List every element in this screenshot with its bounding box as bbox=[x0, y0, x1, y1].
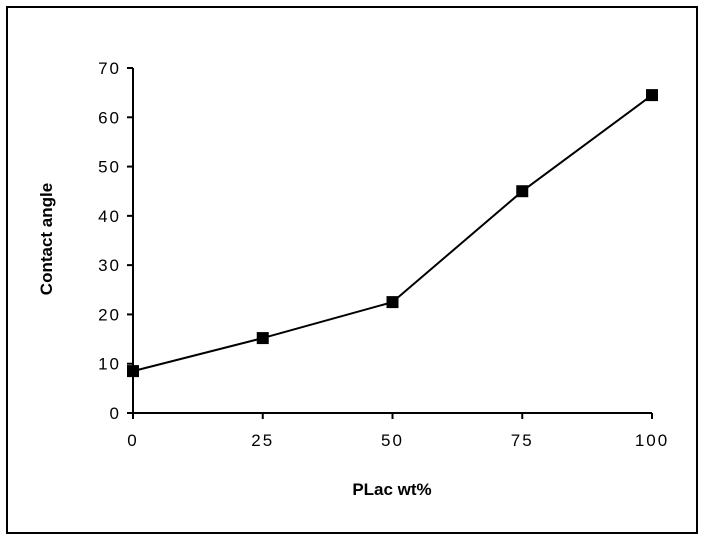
x-tick-label: 75 bbox=[511, 431, 534, 450]
axes bbox=[132, 68, 652, 414]
data-point-marker bbox=[386, 296, 399, 309]
x-tick-label: 25 bbox=[251, 431, 274, 450]
y-tick-label: 20 bbox=[98, 305, 121, 324]
data-point-marker bbox=[256, 332, 269, 345]
series bbox=[127, 89, 658, 378]
y-tick-label: 50 bbox=[98, 158, 121, 177]
y-tick-label: 60 bbox=[98, 108, 121, 127]
data-point-marker bbox=[646, 89, 658, 102]
data-point-marker bbox=[127, 365, 139, 378]
x-tick-label: 50 bbox=[381, 431, 404, 450]
ticks: 0 10 20 30 40 50 60 70 0 25 50 75 100 bbox=[98, 59, 669, 450]
y-tick-label: 0 bbox=[110, 404, 121, 423]
y-tick-label: 70 bbox=[98, 59, 121, 78]
series-line bbox=[132, 94, 653, 373]
x-tick-label: 0 bbox=[127, 431, 138, 450]
y-tick-label: 40 bbox=[98, 207, 121, 226]
data-point-marker bbox=[516, 185, 529, 198]
x-tick-label: 100 bbox=[635, 431, 669, 450]
y-tick-label: 10 bbox=[98, 355, 121, 374]
y-axis-title: Contact angle bbox=[37, 183, 56, 295]
x-axis-title: PLac wt% bbox=[352, 480, 431, 499]
y-tick-label: 30 bbox=[98, 256, 121, 275]
chart-frame bbox=[6, 6, 698, 534]
